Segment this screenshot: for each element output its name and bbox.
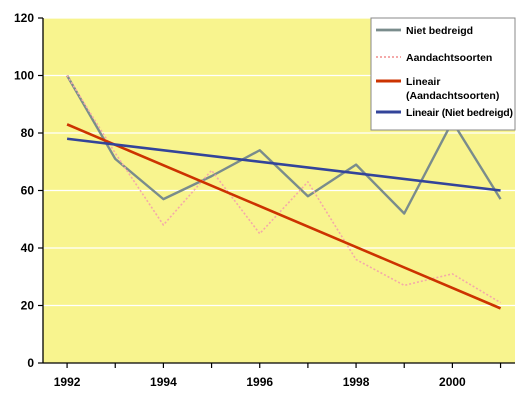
x-tick-label: 1996 xyxy=(246,375,273,389)
legend: Niet bedreigd Aandachtsoorten Lineair (Aand… xyxy=(370,17,516,131)
x-tick-labels: 1992 1994 1996 1998 2000 xyxy=(54,375,466,389)
x-tick-label: 1998 xyxy=(343,375,370,389)
legend-label: Niet bedreigd xyxy=(406,25,473,37)
y-tick-labels: 0 20 40 60 80 100 120 xyxy=(14,11,34,370)
series-niet-bedreigd xyxy=(66,74,502,215)
y-tick-label: 100 xyxy=(14,69,34,83)
y-tick-label: 40 xyxy=(21,241,35,255)
legend-label: Aandachtsoorten xyxy=(406,52,492,64)
x-tick-label: 1992 xyxy=(54,375,81,389)
legend-label: Lineair (Niet bedreigd) xyxy=(406,107,513,119)
x-tick-label: 1994 xyxy=(150,375,177,389)
y-tick-label: 80 xyxy=(21,126,35,140)
y-tick-label: 120 xyxy=(14,11,34,25)
y-tick-label: 60 xyxy=(21,184,35,198)
axes xyxy=(38,17,515,368)
series-aandachtsoorten xyxy=(66,75,501,304)
legend-label: Lineair (Aandachtsoorten) xyxy=(406,76,499,102)
trendline-niet-bedreigd xyxy=(66,137,501,192)
y-tick-label: 0 xyxy=(27,356,34,370)
series-lines xyxy=(66,74,502,310)
y-tick-label: 20 xyxy=(21,299,35,313)
trendline-aandachtsoorten xyxy=(66,123,502,310)
x-tick-label: 2000 xyxy=(439,375,466,389)
